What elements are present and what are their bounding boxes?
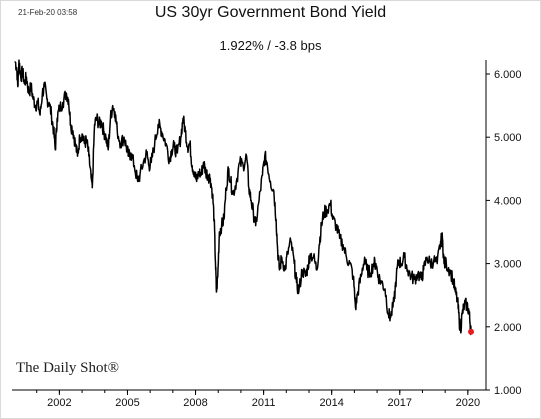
x-tick-label: 2002	[47, 397, 71, 409]
y-tick-label: 6.000	[494, 69, 522, 81]
x-tick-label: 2020	[456, 397, 480, 409]
x-tick-label: 2014	[319, 397, 343, 409]
y-axis: 6.000 5.000 4.000 3.000 2.000 1.000	[485, 60, 522, 397]
x-tick-label: 2017	[388, 397, 412, 409]
chart-title: US 30yr Government Bond Yield	[154, 4, 387, 21]
y-tick-label: 2.000	[494, 322, 522, 334]
chart-subtitle: 1.922% / -3.8 bps	[219, 38, 322, 53]
x-tick-label: 2008	[183, 397, 207, 409]
y-tick-label: 1.000	[494, 385, 522, 397]
x-tick-label: 2011	[252, 397, 276, 409]
x-tick-label: 2005	[115, 397, 139, 409]
daily-shot-logo: The Daily Shot®	[16, 360, 120, 376]
timestamp: 21-Feb-20 03:58	[18, 8, 78, 17]
x-axis: 2002 2005 2008 2011 2014 2017 2020	[12, 389, 486, 409]
last-value-point	[468, 328, 475, 335]
y-tick-label: 5.000	[494, 132, 522, 144]
y-tick-label: 3.000	[494, 259, 522, 271]
yield-series-line	[14, 59, 472, 336]
series-layer	[14, 59, 475, 336]
y-tick-label: 4.000	[494, 195, 522, 207]
